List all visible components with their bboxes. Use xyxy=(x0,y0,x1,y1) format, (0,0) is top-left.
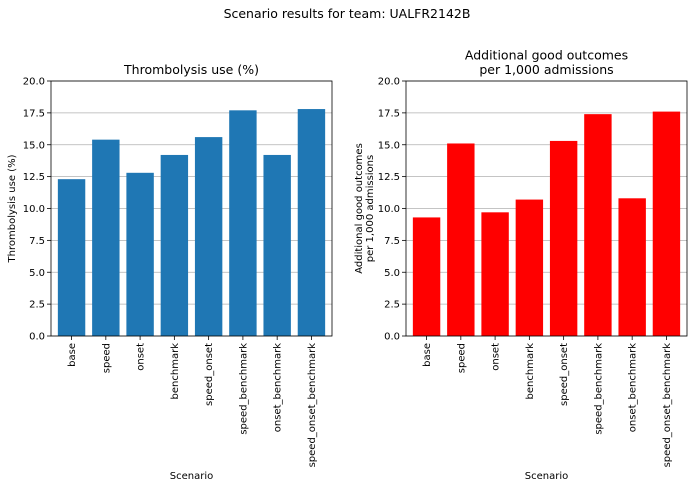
bar-speed xyxy=(92,139,120,336)
x-tick-label: benchmark xyxy=(170,343,181,400)
bar-onset xyxy=(481,212,509,336)
x-tick-label: base xyxy=(422,343,433,367)
y-tick-label: 12.5 xyxy=(23,172,45,183)
bar-series xyxy=(57,109,326,336)
y-tick-label: 10.0 xyxy=(378,204,400,215)
y-tick-label: 0.0 xyxy=(29,332,45,343)
bar-base xyxy=(412,217,441,336)
x-tick-label: speed_benchmark xyxy=(593,343,604,435)
x-tick-label: speed_onset_benchmark xyxy=(307,343,318,468)
y-tick-label: 20.0 xyxy=(23,77,45,88)
y-tick-label: 15.0 xyxy=(23,140,45,151)
y-tick-label: 2.5 xyxy=(29,300,45,311)
x-axis-ticks: base speed onset benchmark speed_onset speed_… xyxy=(422,336,673,467)
x-tick-label: benchmark xyxy=(525,343,536,400)
bar-benchmark xyxy=(515,199,544,336)
y-axis-label: Thrombolysis use (%) xyxy=(7,154,18,263)
bar-onset_benchmark xyxy=(618,198,646,336)
bar-speed_onset_benchmark xyxy=(297,109,326,336)
y-tick-label: 15.0 xyxy=(378,140,400,151)
y-tick-label: 2.5 xyxy=(384,300,400,311)
x-tick-label: onset xyxy=(136,343,147,371)
y-axis-label: Additional good outcomesper 1,000 admiss… xyxy=(354,143,376,274)
y-tick-label: 10.0 xyxy=(23,204,45,215)
chart-thrombolysis-use: 0.0 2.5 5.0 7.5 10.0 12.5 15.0 17.5 20.0 base spe… xyxy=(7,62,333,482)
y-tick-label: 17.5 xyxy=(378,108,400,119)
y-tick-label: 0.0 xyxy=(384,332,400,343)
y-tick-label: 20.0 xyxy=(378,77,400,88)
y-tick-label: 5.0 xyxy=(384,268,400,279)
bar-onset_benchmark xyxy=(263,154,291,336)
x-axis-label: Scenario xyxy=(525,471,568,482)
chart-title: Additional good outcomes per 1,000 admiss… xyxy=(465,48,628,78)
bar-onset xyxy=(126,172,154,336)
y-tick-label: 7.5 xyxy=(384,236,400,247)
y-tick-label: 7.5 xyxy=(29,236,45,247)
x-tick-label: base xyxy=(67,343,78,367)
x-tick-label: onset xyxy=(491,343,502,371)
x-tick-label: onset_benchmark xyxy=(628,343,639,432)
x-tick-label: speed_benchmark xyxy=(238,343,249,435)
x-tick-label: onset_benchmark xyxy=(273,343,284,432)
y-axis-ticks: 0.0 2.5 5.0 7.5 10.0 12.5 15.0 17.5 20.0 xyxy=(23,77,51,343)
bar-speed_onset xyxy=(194,137,223,336)
x-tick-label: speed_onset xyxy=(559,343,570,406)
y-axis-ticks: 0.0 2.5 5.0 7.5 10.0 12.5 15.0 17.5 20.0 xyxy=(378,77,406,343)
bar-speed_onset xyxy=(549,140,578,336)
bar-speed_onset_benchmark xyxy=(652,111,681,336)
x-tick-label: speed_onset xyxy=(204,343,215,406)
bar-speed xyxy=(447,143,475,336)
bar-base xyxy=(57,179,86,336)
bar-speed_benchmark xyxy=(584,114,612,337)
figure-suptitle: Scenario results for team: UALFR2142B xyxy=(224,6,471,21)
bar-benchmark xyxy=(160,154,189,336)
y-tick-label: 5.0 xyxy=(29,268,45,279)
bar-speed_benchmark xyxy=(229,110,257,336)
chart-additional-good-outcomes: 0.0 2.5 5.0 7.5 10.0 12.5 15.0 17.5 20.0 base spe… xyxy=(354,48,688,482)
chart-title: Thrombolysis use (%) xyxy=(123,62,259,77)
x-axis-ticks: base speed onset benchmark speed_onset speed_… xyxy=(67,336,318,467)
bar-series xyxy=(412,111,681,337)
x-tick-label: speed xyxy=(456,343,467,373)
x-tick-label: speed_onset_benchmark xyxy=(662,343,673,468)
x-axis-label: Scenario xyxy=(170,471,213,482)
y-tick-label: 17.5 xyxy=(23,108,45,119)
x-tick-label: speed xyxy=(101,343,112,373)
y-tick-label: 12.5 xyxy=(378,172,400,183)
